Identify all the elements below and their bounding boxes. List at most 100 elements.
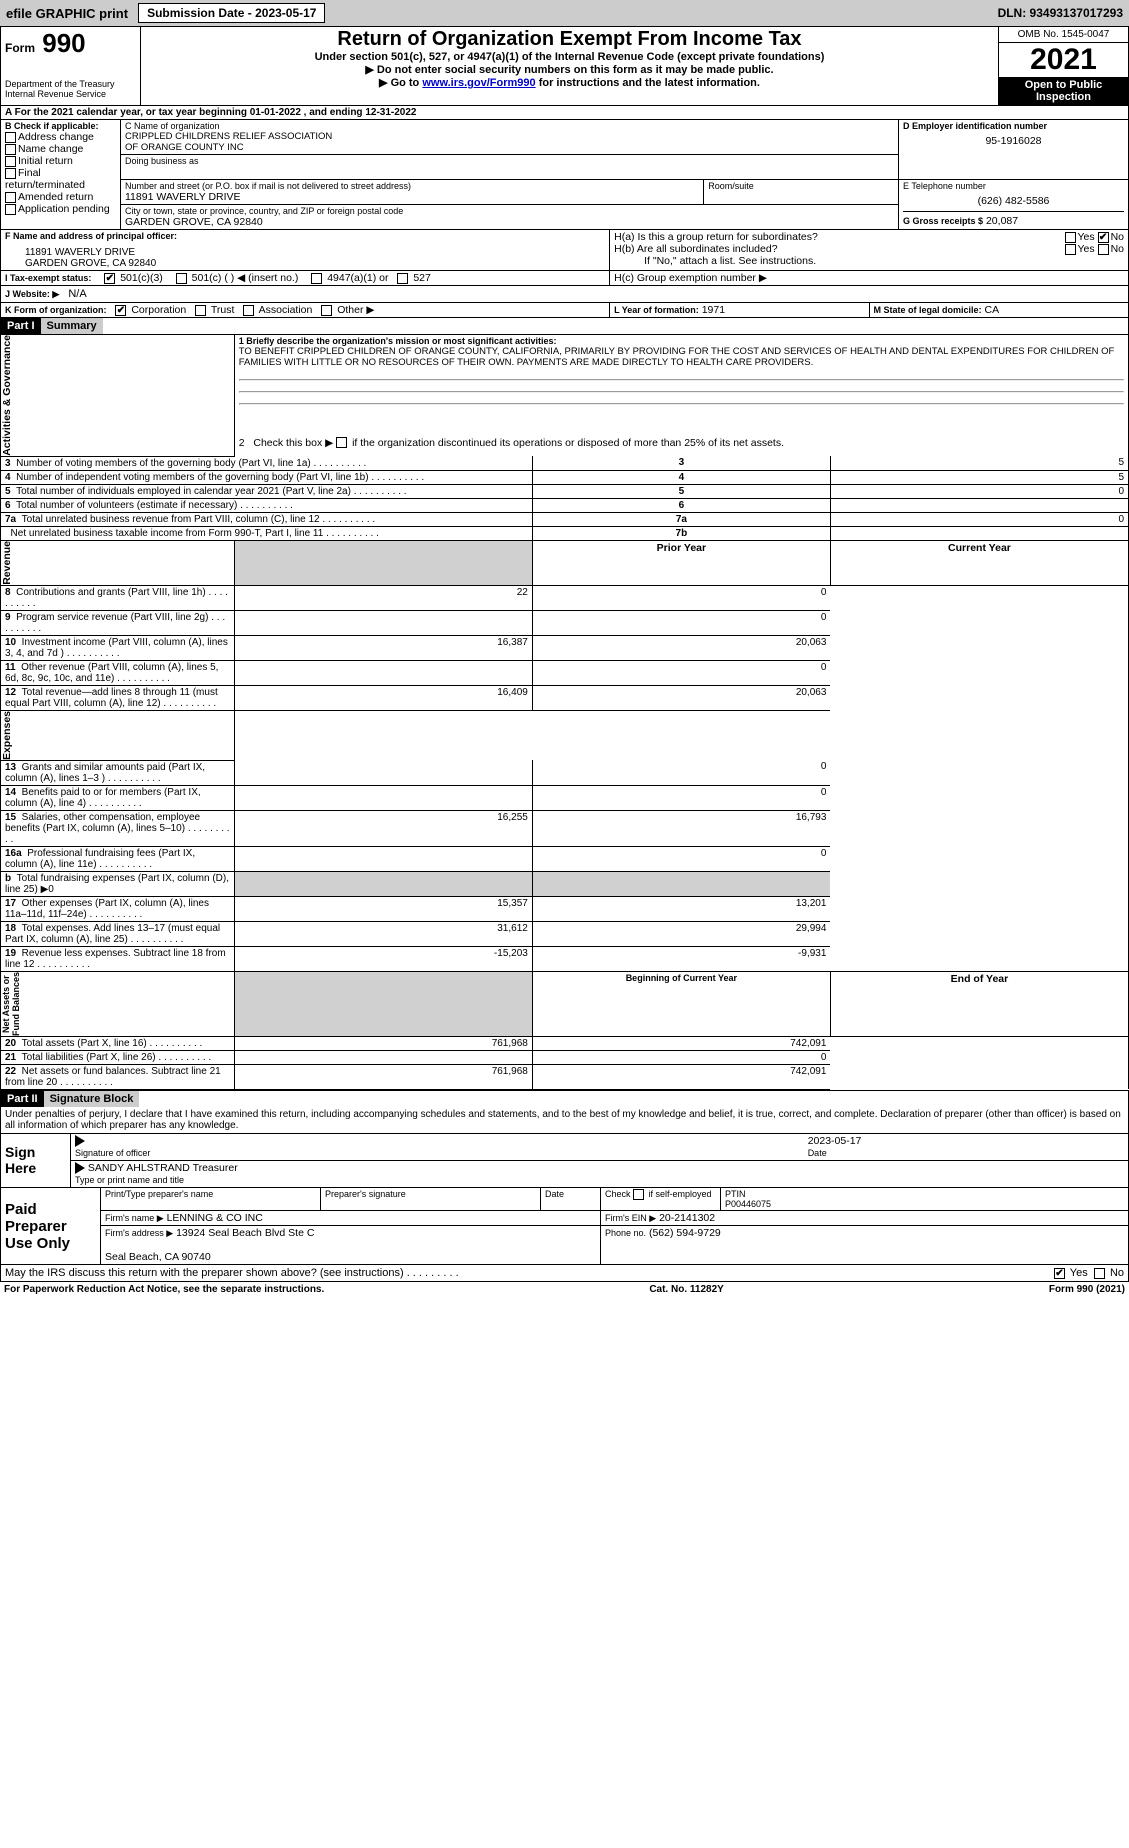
i-label: I Tax-exempt status: [5, 273, 91, 283]
typed-name: SANDY AHLSTRAND Treasurer [88, 1162, 238, 1174]
preparer-label: Paid Preparer Use Only [1, 1188, 101, 1265]
q2: 2 Check this box ▶ if the organization d… [239, 437, 784, 449]
hb-yes[interactable] [1065, 244, 1076, 255]
summary-row: 18 Total expenses. Add lines 13–17 (must… [1, 921, 1129, 946]
date-label: Date [808, 1148, 827, 1158]
block-f-h: F Name and address of principal officer:… [0, 230, 1129, 286]
prep-c4: Check if self-employed [601, 1188, 721, 1211]
sig-label: Signature of officer [75, 1148, 150, 1158]
form-prefix: Form [5, 41, 35, 55]
sign-here-label: Sign Here [1, 1134, 71, 1188]
dept-label: Department of the Treasury Internal Reve… [5, 79, 136, 99]
may-yes[interactable] [1054, 1268, 1065, 1279]
check-application[interactable]: Application pending [5, 203, 116, 215]
state-domicile: CA [985, 304, 1000, 316]
summary-row: 7a Total unrelated business revenue from… [1, 512, 1129, 526]
ha-label: H(a) Is this a group return for subordin… [614, 231, 818, 243]
hb-note: If "No," attach a list. See instructions… [614, 255, 1124, 267]
q1: 1 Briefly describe the organization's mi… [239, 336, 1124, 346]
irs-link[interactable]: www.irs.gov/Form990 [422, 77, 535, 89]
f-label: F Name and address of principal officer: [5, 231, 605, 241]
inspection-label: Open to Public Inspection [999, 77, 1128, 105]
ptin-value: P00446075 [725, 1199, 771, 1209]
addr-label: Number and street (or P.O. box if mail i… [125, 181, 699, 191]
check-final-return[interactable]: Final return/terminated [5, 167, 116, 191]
check-address-change[interactable]: Address change [5, 131, 116, 143]
submission-date-button[interactable]: Submission Date - 2023-05-17 [138, 3, 325, 23]
dba-label: Doing business as [125, 156, 894, 166]
website-value: N/A [68, 288, 86, 300]
firm-phone: (562) 594-9729 [649, 1227, 721, 1239]
mission-text: TO BENEFIT CRIPPLED CHILDREN OF ORANGE C… [239, 346, 1124, 368]
g-label: G Gross receipts $ [903, 216, 983, 226]
summary-row: 10 Investment income (Part VIII, column … [1, 635, 1129, 660]
d-label: D Employer identification number [903, 121, 1124, 131]
firm-name-label: Firm's name ▶ [105, 1213, 164, 1223]
may-no[interactable] [1094, 1268, 1105, 1279]
preparer-block: Paid Preparer Use Only Print/Type prepar… [0, 1188, 1129, 1265]
k-label: K Form of organization: [5, 305, 107, 315]
k-trust[interactable] [195, 305, 206, 316]
k-corp[interactable] [115, 305, 126, 316]
gross-receipts: 20,087 [986, 215, 1018, 227]
firm-ein-label: Firm's EIN ▶ [605, 1213, 656, 1223]
line-a: A For the 2021 calendar year, or tax yea… [0, 106, 1129, 120]
check-initial-return[interactable]: Initial return [5, 155, 116, 167]
summary-row: 20 Total assets (Part X, line 16) 761,96… [1, 1036, 1129, 1050]
org-name: CRIPPLED CHILDRENS RELIEF ASSOCIATION OF… [125, 131, 894, 153]
col-current: Current Year [830, 540, 1128, 585]
form-number: 990 [42, 28, 85, 58]
prep-c3: Date [541, 1188, 601, 1211]
footer-mid: Cat. No. 11282Y [649, 1284, 723, 1295]
may-discuss: May the IRS discuss this return with the… [0, 1265, 1129, 1282]
form-sub2: ▶ Do not enter social security numbers o… [145, 63, 994, 76]
topbar: efile GRAPHIC print Submission Date - 20… [0, 0, 1129, 26]
summary-row: 15 Salaries, other compensation, employe… [1, 810, 1129, 846]
summary-row: 3 Number of voting members of the govern… [1, 456, 1129, 470]
i-4947[interactable] [311, 273, 322, 284]
col-begin: Beginning of Current Year [532, 971, 830, 1036]
ha-yes[interactable] [1065, 232, 1076, 243]
c-name-label: C Name of organization [125, 121, 894, 131]
summary-row: Net unrelated business taxable income fr… [1, 526, 1129, 540]
ptin-label: PTIN [725, 1189, 746, 1199]
part1-header: Part ISummary [0, 318, 1129, 335]
k-other[interactable] [321, 305, 332, 316]
side-activities: Activities & Governance [1, 335, 23, 456]
ha-no[interactable] [1098, 232, 1109, 243]
summary-row: 14 Benefits paid to or for members (Part… [1, 785, 1129, 810]
summary-row: 16a Professional fundraising fees (Part … [1, 846, 1129, 871]
side-net: Net Assets or Fund Balances [1, 972, 23, 1036]
firm-phone-label: Phone no. [605, 1228, 646, 1238]
check-amended[interactable]: Amended return [5, 191, 116, 203]
form-sub1: Under section 501(c), 527, or 4947(a)(1)… [145, 51, 994, 63]
prep-c2: Preparer's signature [321, 1188, 541, 1211]
prep-c1: Print/Type preparer's name [101, 1188, 321, 1211]
firm-name: LENNING & CO INC [167, 1212, 263, 1224]
summary-row: b Total fundraising expenses (Part IX, c… [1, 871, 1129, 896]
q2-check[interactable] [336, 437, 347, 448]
i-501c[interactable] [176, 273, 187, 284]
k-assoc[interactable] [243, 305, 254, 316]
hb-no[interactable] [1098, 244, 1109, 255]
part1-body: Activities & Governance 1 Briefly descri… [0, 335, 1129, 1090]
part2-header: Part IISignature Block [0, 1090, 1129, 1107]
i-527[interactable] [397, 273, 408, 284]
side-expenses: Expenses [1, 711, 23, 760]
tax-year: 2021 [999, 43, 1128, 77]
self-employed-check[interactable] [633, 1189, 644, 1200]
summary-row: 12 Total revenue—add lines 8 through 11 … [1, 685, 1129, 710]
typed-label: Type or print name and title [75, 1175, 184, 1185]
check-name-change[interactable]: Name change [5, 143, 116, 155]
summary-row: 11 Other revenue (Part VIII, column (A),… [1, 660, 1129, 685]
side-revenue: Revenue [1, 541, 23, 585]
i-501c3[interactable] [104, 273, 115, 284]
form-header: Form 990 Department of the Treasury Inte… [0, 26, 1129, 106]
summary-row: 8 Contributions and grants (Part VIII, l… [1, 585, 1129, 610]
b-label: B Check if applicable: [5, 121, 116, 131]
entity-block: B Check if applicable: Address change Na… [0, 120, 1129, 230]
m-label: M State of legal domicile: [874, 305, 982, 315]
sign-block: Sign Here Signature of officer 2023-05-1… [0, 1134, 1129, 1188]
summary-row: 21 Total liabilities (Part X, line 26) 0 [1, 1050, 1129, 1064]
col-prior: Prior Year [532, 540, 830, 585]
